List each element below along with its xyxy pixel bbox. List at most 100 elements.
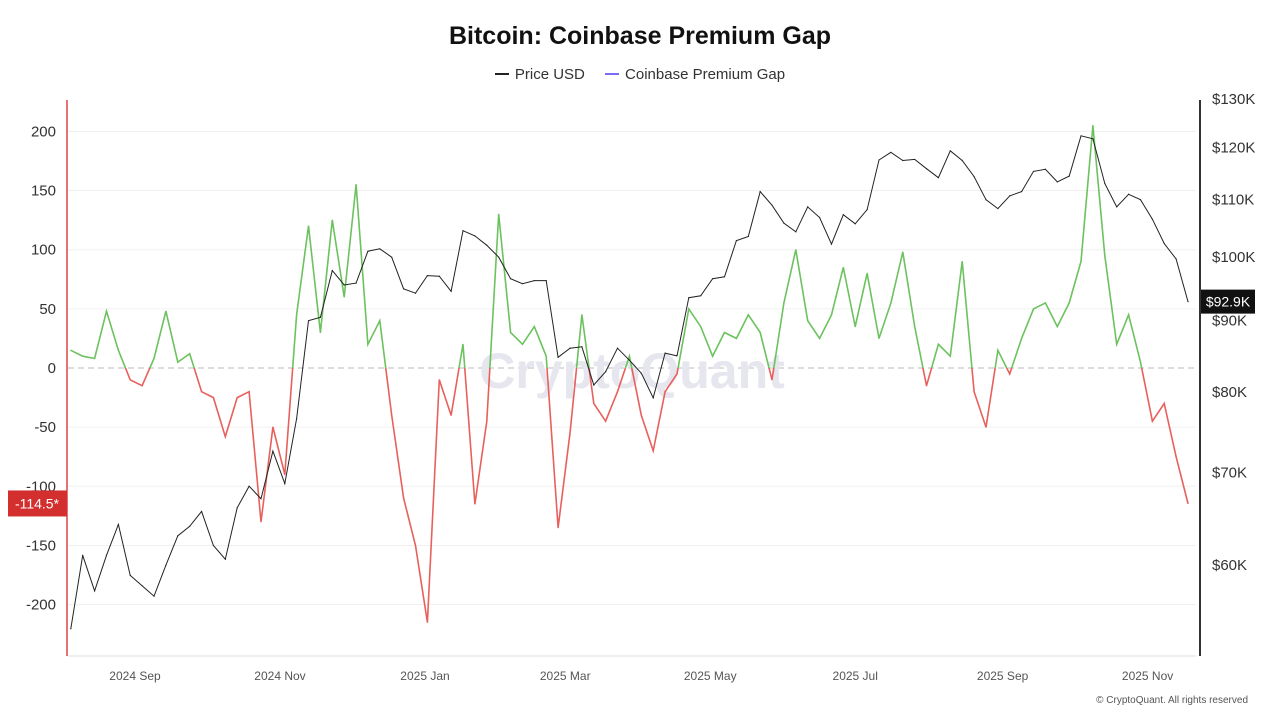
premium-gap-point: [391, 414, 393, 416]
premium-gap-point: [105, 310, 108, 312]
x-axis-tick: 2025 Nov: [1122, 669, 1173, 683]
premium-gap-point: [985, 426, 987, 428]
premium-gap-point: [961, 260, 963, 263]
premium-gap-point: [319, 331, 322, 334]
legend-item-premium-gap[interactable]: Coinbase Premium Gap: [605, 66, 785, 83]
price-point: [581, 346, 583, 348]
price-point: [105, 554, 108, 556]
premium-gap-point: [260, 521, 262, 523]
price-point: [165, 564, 167, 566]
price-point: [403, 288, 405, 290]
price-point: [866, 209, 868, 211]
premium-gap-point: [700, 325, 702, 328]
price-point: [735, 239, 737, 242]
price-point: [355, 282, 357, 284]
right-axis-tick: $130K: [1212, 91, 1255, 108]
price-point: [474, 235, 476, 237]
price-point: [890, 151, 892, 153]
premium-gap-point: [569, 432, 571, 434]
price-point: [533, 279, 535, 282]
premium-gap-point: [1044, 302, 1046, 304]
premium-gap-point: [795, 249, 797, 251]
price-point: [545, 279, 547, 282]
right-axis-tick: $120K: [1212, 139, 1255, 156]
right-axis-tick: $60K: [1212, 557, 1247, 574]
x-axis-tick: 2024 Sep: [109, 669, 161, 683]
price-point: [902, 159, 904, 162]
premium-gap-point: [355, 184, 357, 186]
premium-gap-point: [640, 414, 642, 416]
price-point: [937, 177, 940, 179]
price-point: [82, 554, 84, 556]
premium-gap-point: [272, 426, 274, 428]
last-premium-label: -114.5*: [15, 495, 60, 511]
premium-gap-point: [486, 420, 488, 422]
price-point: [414, 292, 417, 294]
premium-gap-point: [581, 314, 583, 316]
price-point: [1116, 206, 1118, 208]
premium-gap-point: [1068, 302, 1070, 304]
premium-gap-point: [616, 391, 619, 393]
premium-gap-point: [248, 391, 250, 393]
price-point: [1080, 135, 1082, 137]
premium-gap-point: [189, 353, 191, 355]
legend-item-price[interactable]: Price USD: [494, 66, 585, 83]
price-point: [1056, 181, 1058, 183]
premium-gap-point: [212, 396, 215, 399]
premium-gap-point: [509, 331, 512, 334]
premium-gap-point: [937, 343, 940, 345]
premium-gap-point: [664, 391, 666, 393]
premium-gap-point: [1032, 308, 1035, 310]
legend-swatch-premium-gap: [605, 73, 620, 75]
price-point: [141, 585, 143, 587]
premium-gap-point: [224, 436, 226, 438]
left-axis-tick: -50: [34, 419, 56, 436]
premium-gap-point: [866, 272, 868, 274]
right-axis-tick: $90K: [1212, 313, 1247, 330]
premium-gap-point: [759, 331, 761, 334]
premium-gap-point: [177, 361, 179, 363]
price-point: [1032, 170, 1035, 172]
right-axis-tick: $80K: [1212, 384, 1247, 401]
premium-gap-point: [438, 379, 440, 381]
premium-gap-point: [153, 357, 155, 360]
price-point: [914, 158, 916, 161]
price-point: [1139, 199, 1142, 201]
premium-gap-point: [165, 310, 167, 312]
price-point: [1163, 242, 1165, 245]
price-point: [224, 558, 226, 560]
price-point: [391, 256, 393, 258]
premium-gap-point: [367, 343, 369, 345]
price-point: [189, 525, 191, 527]
premium-gap-point: [141, 385, 143, 387]
premium-gap-point: [1116, 343, 1118, 345]
price-point: [331, 270, 333, 272]
left-axis-tick: 0: [48, 360, 56, 377]
premium-gap-point: [973, 391, 975, 393]
left-axis-tick: -150: [26, 537, 56, 554]
left-axis-tick: 100: [31, 242, 56, 259]
premium-gap-point: [296, 314, 298, 316]
price-point: [1187, 301, 1189, 303]
premium-gap-point: [914, 325, 916, 328]
premium-gap-point: [1151, 420, 1153, 422]
premium-gap-point: [771, 379, 773, 381]
premium-gap-point: [533, 325, 535, 328]
right-axis-tick: $100K: [1212, 249, 1255, 266]
premium-gap-point: [830, 314, 833, 316]
premium-gap-point: [925, 385, 928, 387]
price-point: [486, 244, 488, 246]
premium-gap-point: [498, 213, 500, 215]
price-point: [759, 190, 761, 193]
price-point: [842, 214, 844, 216]
price-point: [593, 384, 595, 386]
premium-gap-point: [403, 497, 405, 499]
price-point: [878, 159, 880, 161]
price-point: [296, 418, 298, 420]
premium-gap-point: [474, 503, 476, 505]
premium-gap-point: [545, 355, 547, 357]
legend: Price USD Coinbase Premium Gap: [0, 62, 1280, 83]
price-point: [200, 510, 203, 513]
premium-gap-point: [117, 349, 119, 351]
price-point: [1104, 182, 1106, 185]
